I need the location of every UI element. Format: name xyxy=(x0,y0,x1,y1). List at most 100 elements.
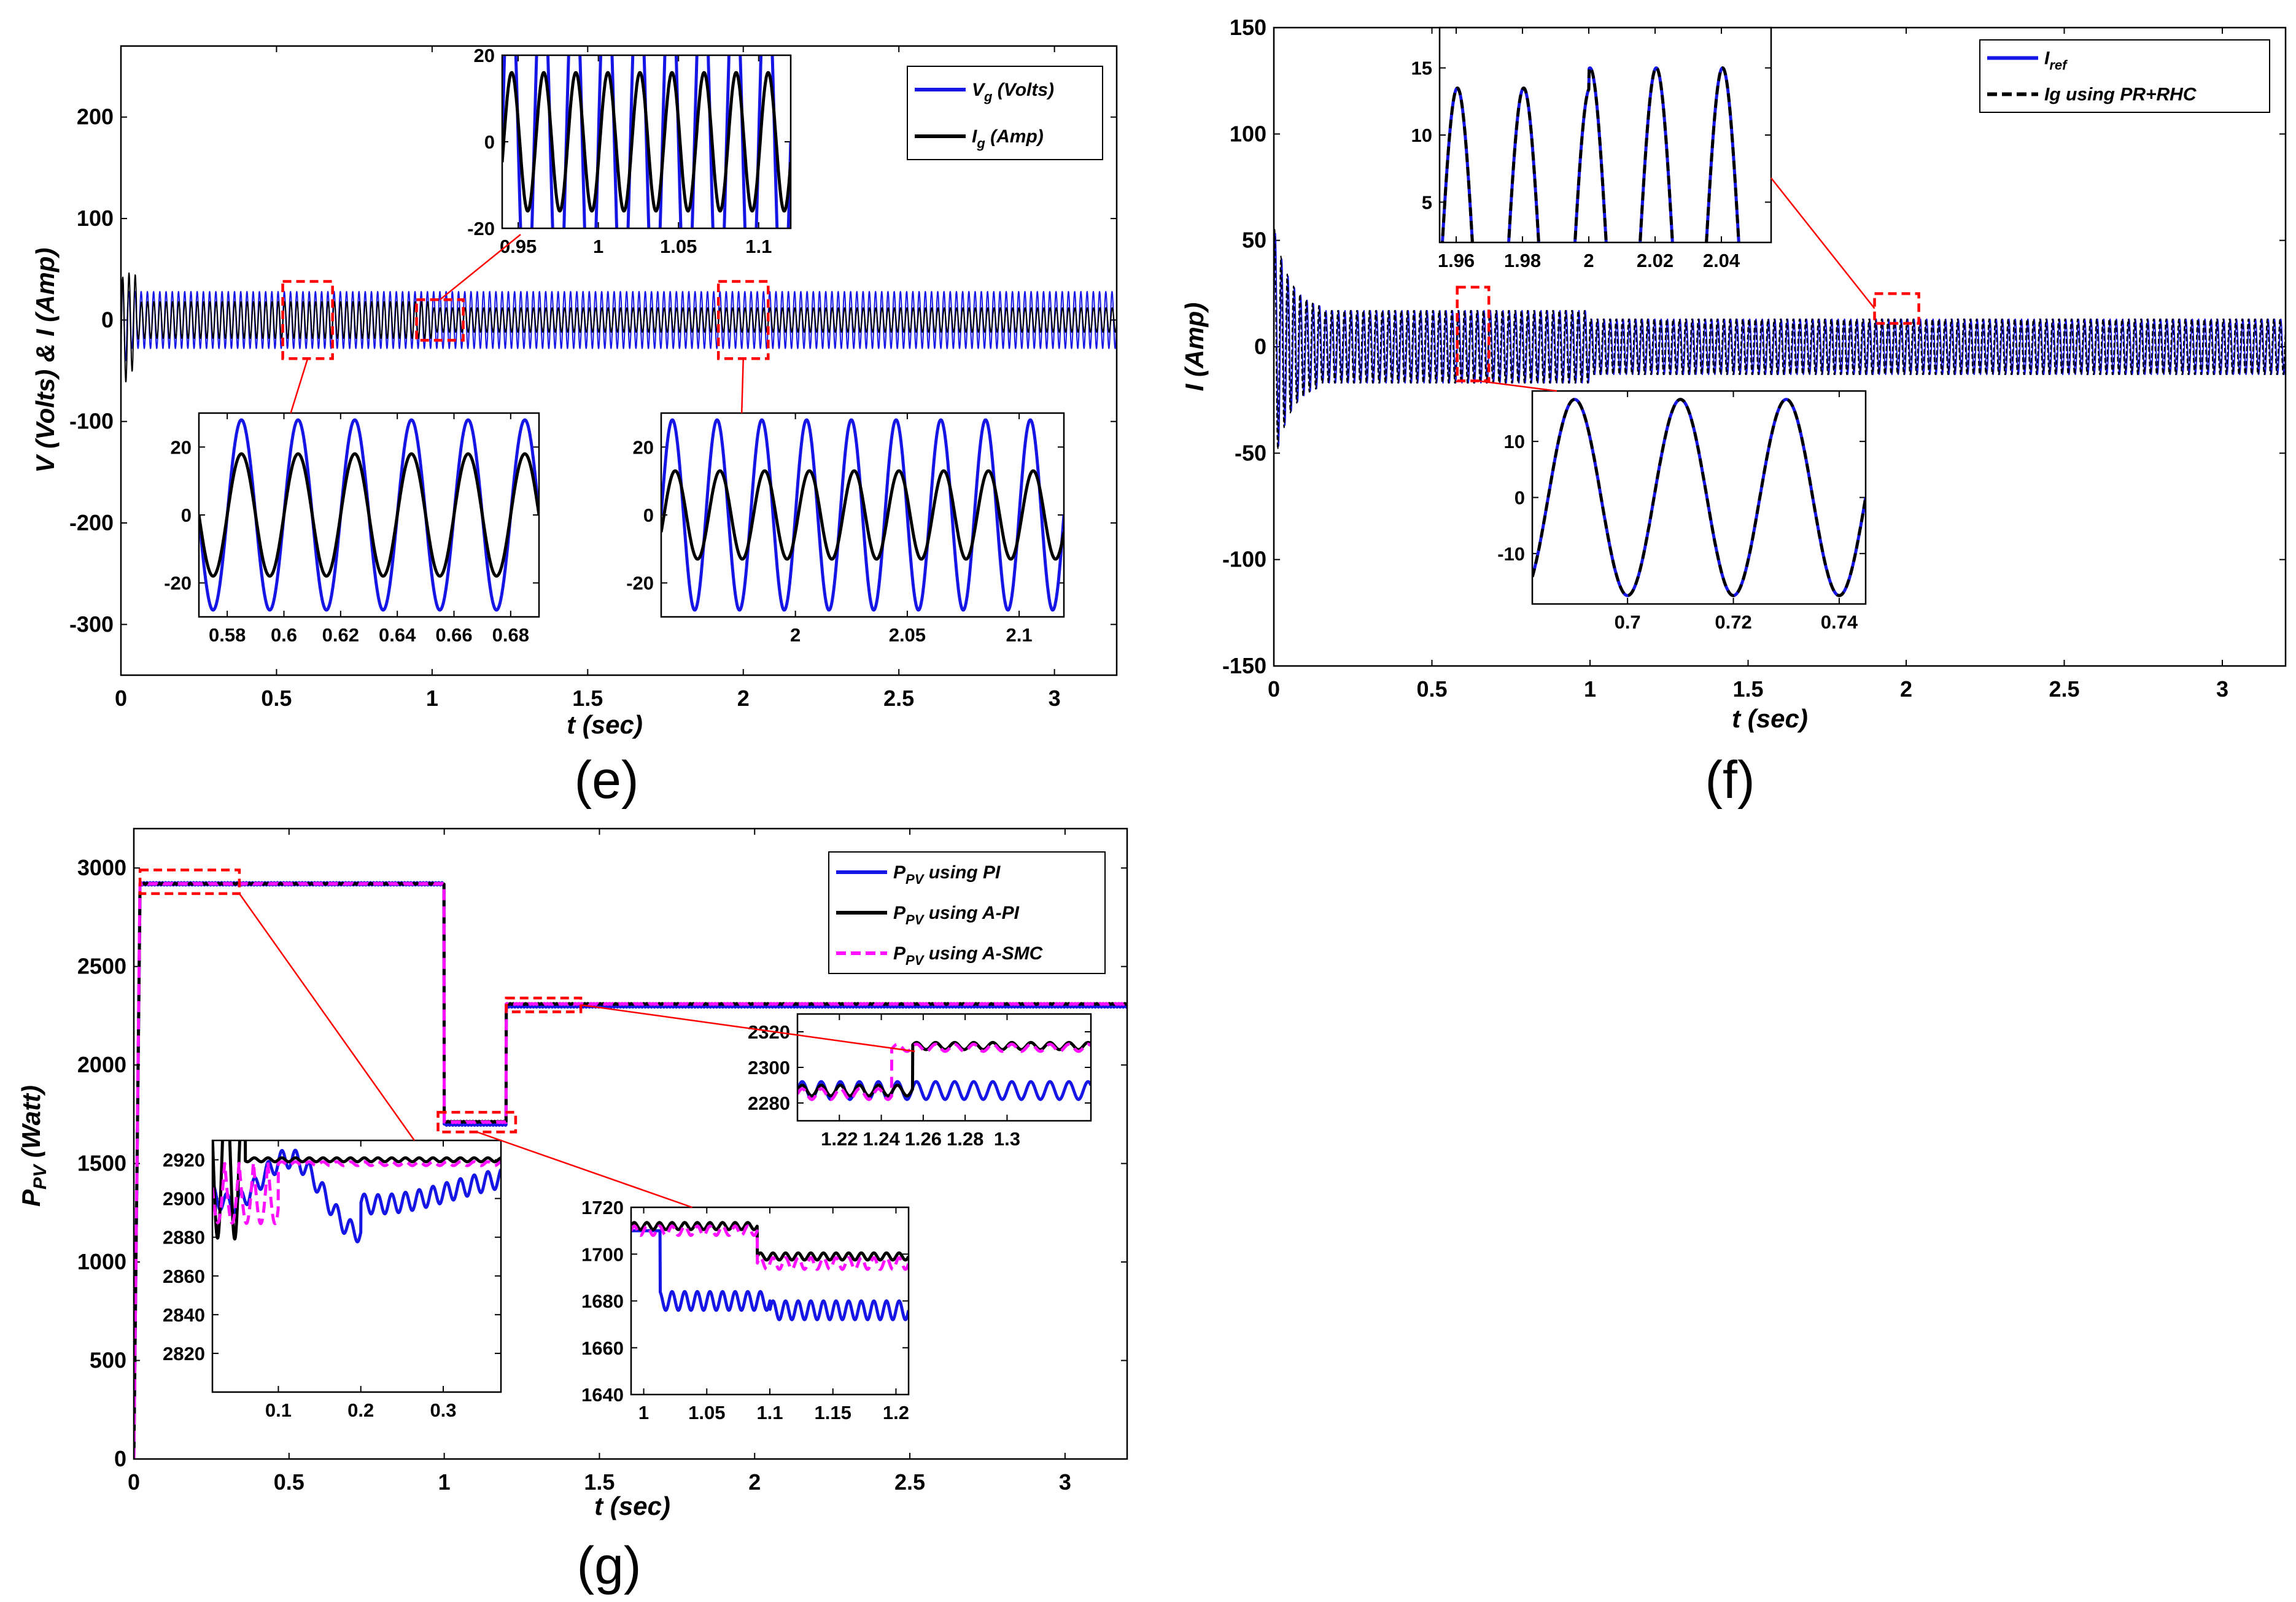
e-inset-frame xyxy=(501,54,792,230)
g-inset-xtick-label: 1.15 xyxy=(815,1402,851,1423)
e-xtick-label: 0 xyxy=(115,686,127,711)
f-inset-ytick-label: 10 xyxy=(1411,125,1432,146)
g-inset-xtick-label: 0.1 xyxy=(265,1399,292,1421)
e-xtick-label: 3 xyxy=(1049,686,1061,711)
e-legend-box xyxy=(907,66,1103,160)
e-xlabel: t (sec) xyxy=(567,710,643,739)
g-xtick-label: 2.5 xyxy=(894,1469,925,1495)
g-inset-ytick-label: 2820 xyxy=(163,1343,205,1364)
f-inset-xtick-label: 1.96 xyxy=(1438,250,1475,271)
f-ytick-label: 50 xyxy=(1242,228,1266,253)
e-inset-ytick-label: 0 xyxy=(181,505,192,526)
f-inset-xtick-label: 1.98 xyxy=(1504,250,1541,271)
g-inset-xtick-label: 1.05 xyxy=(688,1402,725,1423)
e-xtick-label: 0.5 xyxy=(261,686,292,711)
f-xtick-label: 0 xyxy=(1268,676,1280,702)
f-inset-ytick-label: 0 xyxy=(1515,487,1525,509)
f-legend-label: Iref xyxy=(2044,48,2068,73)
g-inset-ytick-label: 2860 xyxy=(163,1266,205,1287)
g-xtick-label: 0 xyxy=(128,1469,140,1495)
e-connector xyxy=(290,358,309,414)
g-inset-xtick-label: 1 xyxy=(638,1402,649,1423)
g-zoom-box xyxy=(138,869,241,896)
e-connector xyxy=(439,234,521,301)
f-legend-box xyxy=(1979,39,2270,113)
g-connector xyxy=(580,1004,915,1053)
g-legend-label: PPV using A-SMC xyxy=(893,943,1044,968)
e-legend-label: Vg (Volts) xyxy=(972,80,1054,104)
f-inset-ig xyxy=(1532,398,1866,597)
panel-e-caption: (e) xyxy=(574,751,638,810)
f-xtick-label: 1 xyxy=(1584,676,1596,702)
g-inset-xtick-label: 1.22 xyxy=(821,1128,858,1150)
f-ytick-label: -150 xyxy=(1222,653,1266,678)
g-inset-ytick-label: 2920 xyxy=(163,1150,205,1171)
g-xtick-label: 3 xyxy=(1059,1469,1071,1495)
f-xtick-label: 0.5 xyxy=(1416,676,1447,702)
e-inset-xtick-label: 2 xyxy=(790,624,801,646)
f-inset-ig xyxy=(1441,66,1740,242)
f-inset-xtick-label: 0.7 xyxy=(1615,611,1641,633)
f-zoom-box xyxy=(1873,292,1920,325)
g-series-2 xyxy=(134,881,1127,1459)
f-ytick-label: 100 xyxy=(1230,121,1266,146)
g-inset-series-1 xyxy=(631,1221,909,1262)
g-inset-ytick-label: 2900 xyxy=(163,1188,205,1210)
e-inset-ig xyxy=(502,71,791,213)
g-inset-series-2 xyxy=(797,1042,1091,1101)
g-xtick-label: 1 xyxy=(438,1469,451,1495)
e-inset-ytick-label: 0 xyxy=(643,505,654,526)
e-xtick-label: 1.5 xyxy=(572,686,603,711)
f-xlabel: t (sec) xyxy=(1732,704,1808,733)
e-inset-xtick-label: 0.64 xyxy=(379,624,416,646)
g-inset-ytick-label: 2300 xyxy=(748,1057,790,1078)
f-series-ig xyxy=(1274,229,2286,450)
e-series-ig xyxy=(121,272,1117,382)
e-inset-xtick-label: 0.68 xyxy=(492,624,529,646)
f-inset-plot-area xyxy=(1532,391,1866,604)
g-ytick-label: 2000 xyxy=(77,1052,126,1077)
panel-g-caption: (g) xyxy=(576,1536,641,1595)
e-ytick-label: 100 xyxy=(77,206,114,231)
g-inset-series-1 xyxy=(212,1140,501,1240)
e-inset-ytick-label: -20 xyxy=(626,573,654,594)
g-inset-ytick-label: 2320 xyxy=(748,1021,790,1043)
g-connector xyxy=(238,893,416,1141)
g-inset-xtick-label: 1.28 xyxy=(947,1128,983,1150)
e-inset-ytick-label: 20 xyxy=(633,436,654,458)
e-xtick-label: 1 xyxy=(426,686,438,711)
g-legend-label: PPV using A-PI xyxy=(893,903,1020,927)
g-ylabel: PPV (Watt) xyxy=(17,1085,50,1207)
g-ytick-label: 0 xyxy=(114,1446,126,1471)
f-inset-ytick-label: 5 xyxy=(1422,192,1432,213)
e-inset-ytick-label: -20 xyxy=(164,573,192,594)
e-xtick-label: 2.5 xyxy=(883,686,914,711)
g-inset-ytick-label: 1660 xyxy=(581,1337,624,1359)
g-ytick-label: 500 xyxy=(90,1348,126,1373)
e-ylabel: V (Volts) & I (Amp) xyxy=(31,247,60,473)
f-inset-xtick-label: 0.72 xyxy=(1715,611,1751,633)
g-frame xyxy=(133,827,1128,1460)
e-inset-xtick-label: 1 xyxy=(593,236,603,257)
panel-g: 0 0.5 1 1.5 2 2.5 3 0 500 1000 1500 2000 2500 3000 PPV… xyxy=(17,827,1128,1520)
e-inset-xtick-label: 0.66 xyxy=(435,624,472,646)
f-inset-frame xyxy=(1531,390,1867,605)
f-frame xyxy=(1273,26,2287,667)
e-inset-frame xyxy=(660,412,1065,618)
e-inset-xtick-label: 1.05 xyxy=(660,236,697,257)
e-inset-xtick-label: 1.1 xyxy=(745,236,772,257)
g-inset-ytick-label: 1720 xyxy=(581,1197,624,1218)
f-zoom-box xyxy=(1456,285,1491,382)
g-inset-frame xyxy=(211,1139,502,1393)
e-inset-ig xyxy=(661,469,1064,561)
g-inset-plot-area xyxy=(797,1014,1091,1121)
f-xtick-label: 2 xyxy=(1900,676,1912,702)
f-ytick-label: 150 xyxy=(1230,15,1266,40)
e-legend-label: Ig (Amp) xyxy=(972,126,1044,151)
g-inset-xtick-label: 1.2 xyxy=(883,1402,909,1423)
e-inset-xtick-label: 2.1 xyxy=(1006,624,1033,646)
e-frame xyxy=(120,45,1118,676)
g-inset-frame xyxy=(796,1013,1092,1122)
g-inset-series-0 xyxy=(631,1229,909,1321)
